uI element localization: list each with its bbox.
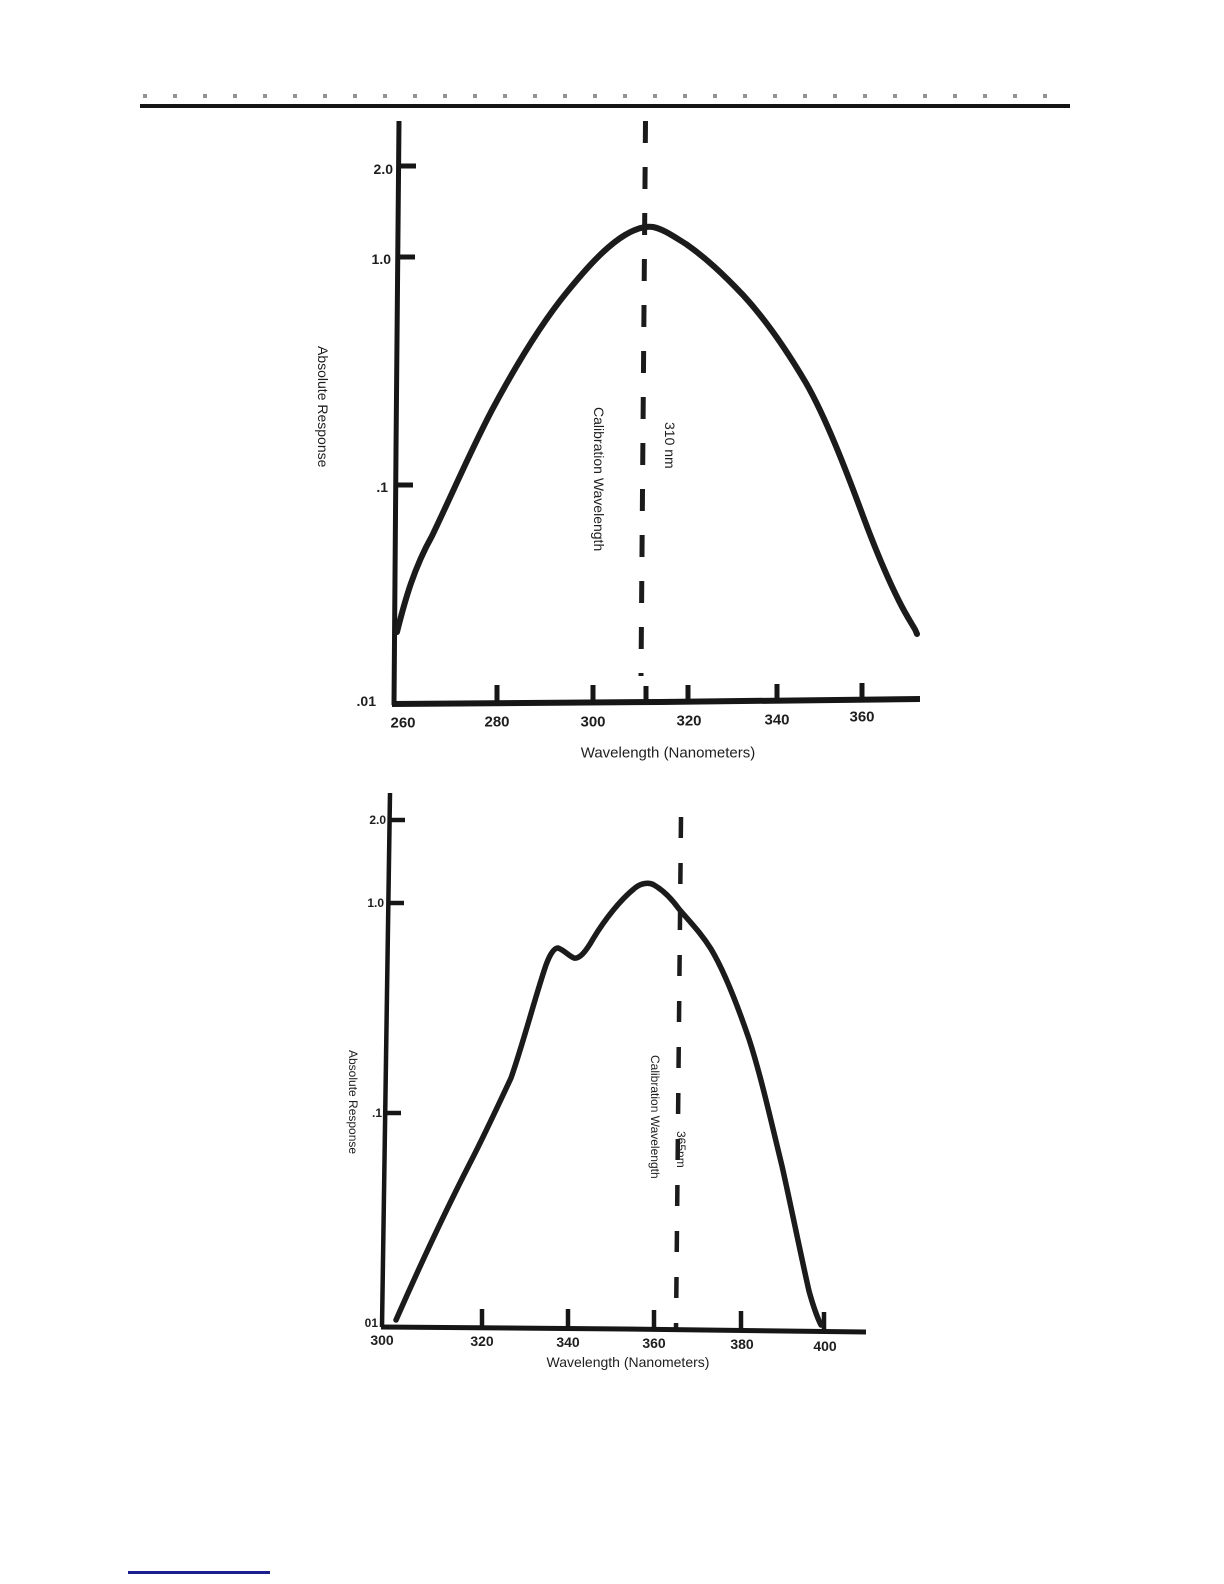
figure-1-x-axis — [391, 696, 921, 707]
figure-2-xtick-label-300: 300 — [370, 1332, 394, 1348]
figure-1-ytick-label-.1: .1 — [376, 479, 388, 495]
figure-2-x-axis — [380, 1324, 867, 1335]
figure-2-ytick-label-2.0: 2.0 — [369, 813, 386, 827]
figure-2-y-axis-title: Absolute Response — [346, 1050, 360, 1155]
figure-1-xtick-label-260: 260 — [390, 714, 416, 732]
figure-1-response-curve — [394, 223, 920, 637]
figure-1-ytick-label-2.0: 2.0 — [373, 161, 393, 177]
figure-1-xtick-label-360: 360 — [849, 708, 875, 726]
figure-1-x-axis-title: Wavelength (Nanometers) — [580, 744, 756, 762]
figure-2-xtick-label-320: 320 — [470, 1333, 494, 1349]
figure-1-calibration-dashed-line — [638, 120, 648, 677]
figure-2-calibration-value: 365nm — [674, 1131, 688, 1168]
figure-2-xtick-label-400: 400 — [813, 1338, 837, 1354]
figure-2-ytick-label-.1: .1 — [371, 1106, 382, 1120]
scan-dot-row — [143, 94, 1067, 98]
figure-2-y-axis — [379, 792, 393, 1328]
figure-2-x-axis-title: Wavelength (Nanometers) — [546, 1354, 710, 1370]
footer-link-rule — [128, 1571, 270, 1574]
figure-2-xtick-label-340: 340 — [556, 1334, 580, 1350]
figure-2-calibration-label: Calibration Wavelength — [648, 1055, 662, 1179]
figure-1-ytick-label-1.0: 1.0 — [371, 251, 391, 267]
figure-1-y-axis — [391, 120, 402, 706]
figure-1-xtick-label-320: 320 — [676, 712, 702, 730]
figure-1-ytick-label-.01: .01 — [356, 693, 376, 709]
figure-1-xtick-label-340: 340 — [764, 711, 790, 729]
figure-2-ytick-label-01: 01 — [364, 1316, 378, 1330]
figure-2-ytick-label-1.0: 1.0 — [367, 896, 384, 910]
figure-1-xtick-label-300: 300 — [580, 713, 606, 731]
figure-2-xtick-label-380: 380 — [730, 1336, 754, 1352]
figure-2-response-curve — [393, 880, 824, 1328]
figure-2-calibration-dashed-line — [673, 816, 684, 1329]
figure-2-xtick-label-360: 360 — [642, 1335, 666, 1351]
page-top-rule — [140, 104, 1070, 108]
figure-1-xtick-label-280: 280 — [484, 713, 510, 731]
